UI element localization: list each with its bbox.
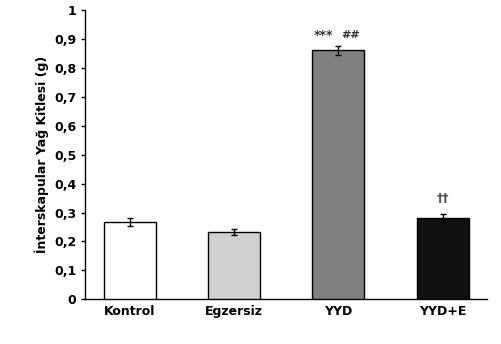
- Bar: [416, 218, 468, 299]
- Text: ††: ††: [435, 192, 448, 205]
- Text: ***: ***: [313, 29, 333, 42]
- Y-axis label: İnterskapular Yağ Kitlesi (g): İnterskapular Yağ Kitlesi (g): [34, 56, 49, 254]
- Text: ##: ##: [341, 30, 360, 40]
- Bar: [103, 222, 155, 299]
- Bar: [207, 232, 260, 299]
- Bar: [312, 50, 364, 299]
